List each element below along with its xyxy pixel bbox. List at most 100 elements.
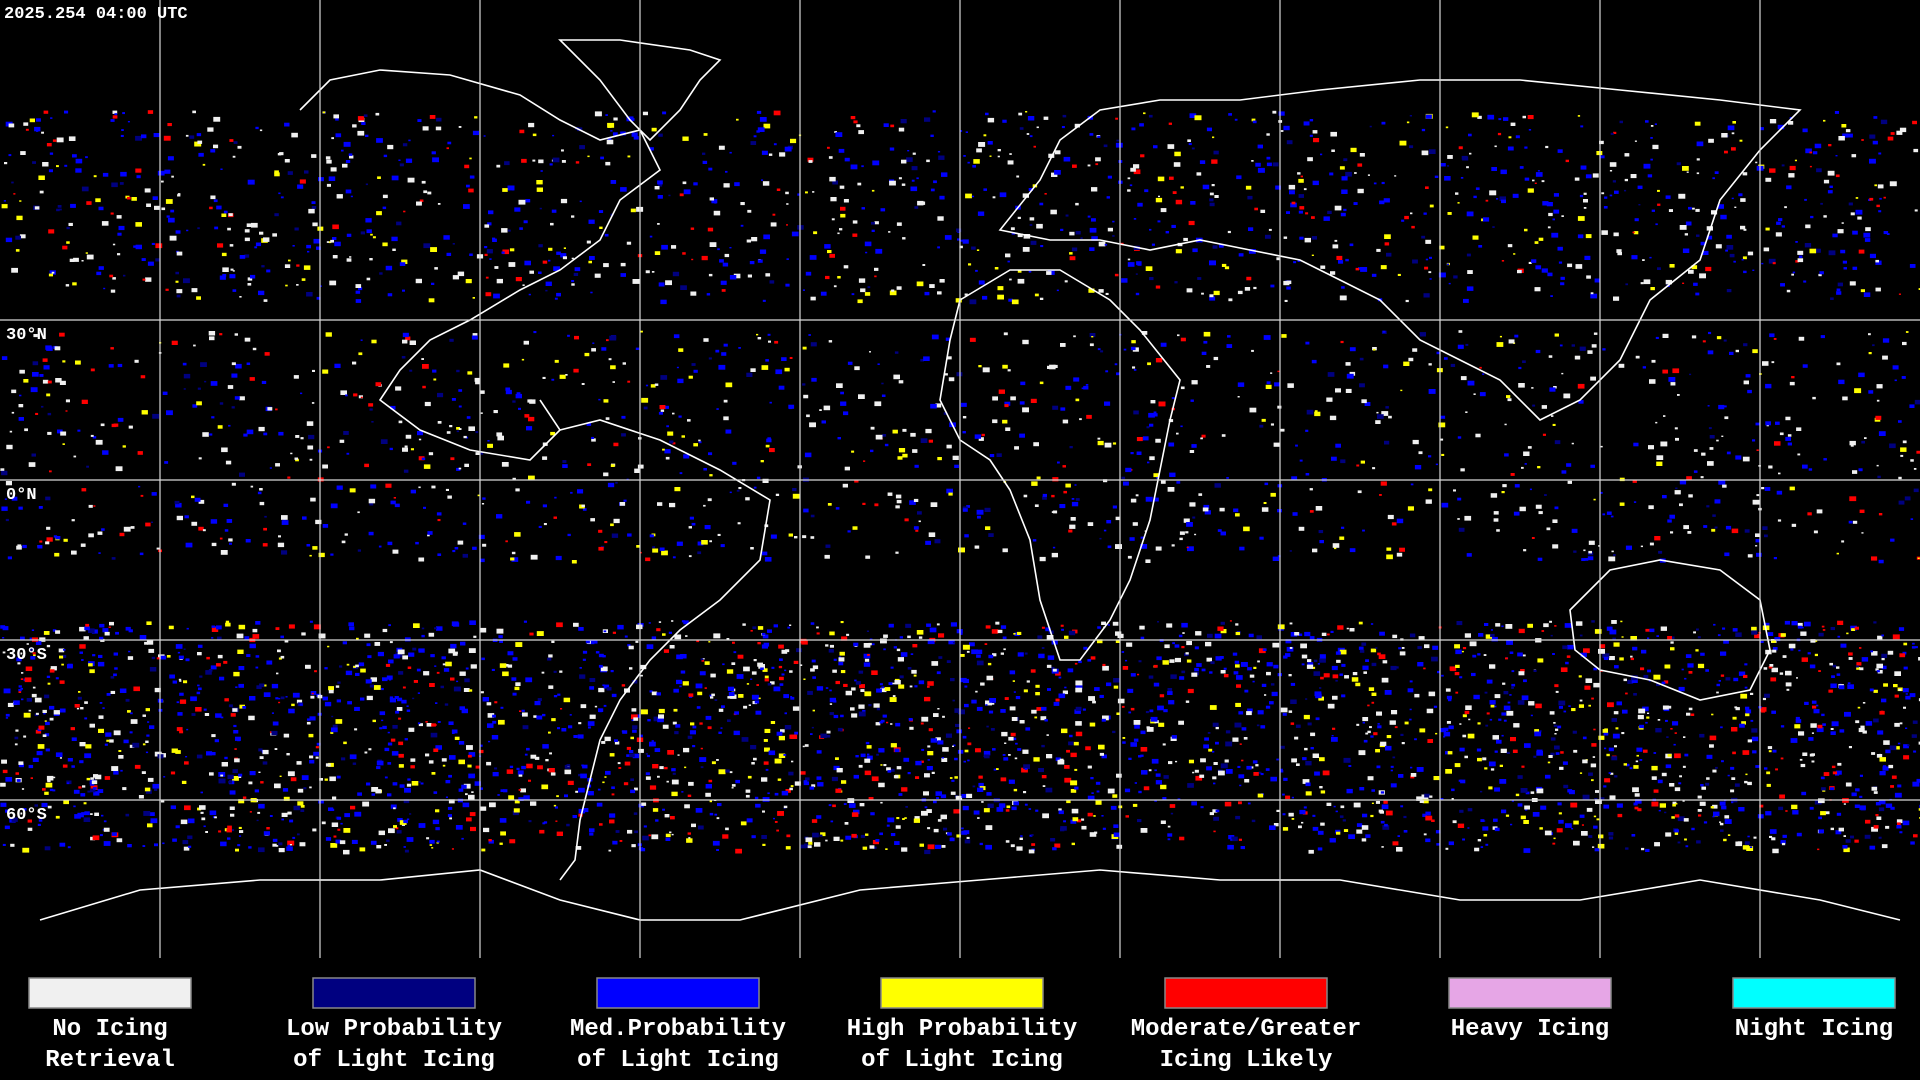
icing-pixel [403,846,406,848]
icing-pixel [950,678,955,682]
icing-pixel [1606,511,1612,515]
icing-pixel [1203,331,1211,337]
icing-pixel [1587,350,1593,354]
icing-pixel [1738,671,1746,676]
icing-pixel [325,332,332,337]
icing-pixel [266,269,271,273]
icing-pixel [1892,365,1899,370]
icing-pixel [563,697,571,703]
icing-pixel [1831,675,1835,678]
icing-pixel [1309,636,1315,640]
icing-pixel [1063,156,1071,162]
icing-pixel [1414,738,1417,741]
icing-pixel [864,241,872,247]
icing-pixel [1180,337,1186,342]
icing-pixel [451,398,456,401]
icing-pixel [746,239,751,243]
icing-pixel [1611,550,1614,553]
icing-pixel [810,514,815,518]
icing-pixel [204,380,207,383]
icing-pixel [1133,164,1140,169]
icing-pixel [45,748,50,752]
icing-pixel [703,338,709,342]
icing-pixel [871,189,875,192]
icing-pixel [635,347,640,350]
icing-pixel [1458,146,1463,150]
icing-pixel [1511,800,1514,802]
icing-pixel [660,375,668,380]
icing-pixel [1288,184,1296,190]
icing-pixel [701,659,705,662]
icing-pixel [222,274,227,277]
icing-pixel [1634,218,1639,222]
icing-pixel [1424,266,1429,270]
icing-pixel [651,127,657,132]
icing-pixel [1196,172,1202,176]
icing-pixel [986,792,992,796]
icing-pixel [1798,649,1801,652]
icing-pixel [887,770,892,773]
icing-pixel [1454,672,1460,676]
icing-pixel [49,669,55,673]
icing-pixel [837,232,840,235]
icing-pixel [1580,165,1587,170]
icing-pixel [1535,172,1543,177]
icing-pixel [1310,732,1316,737]
icing-pixel [262,543,268,547]
icing-pixel [680,654,687,659]
icing-pixel [1801,791,1807,796]
icing-pixel [1280,768,1283,771]
icing-pixel [1656,635,1659,637]
icing-pixel [1707,461,1714,466]
icing-pixel [627,155,631,158]
icing-pixel [599,226,603,229]
icing-pixel [1550,737,1556,741]
icing-pixel [70,727,75,731]
icing-pixel [1479,366,1482,369]
icing-pixel [1224,759,1229,763]
icing-pixel [1023,494,1028,498]
icing-pixel [1827,170,1835,176]
icing-pixel [692,725,697,729]
icing-pixel [110,289,116,293]
icing-pixel [935,791,942,796]
icing-pixel [1859,509,1865,513]
icing-pixel [1875,260,1882,265]
icing-pixel [1210,661,1215,665]
icing-pixel [211,637,214,639]
icing-pixel [60,431,67,436]
icing-pixel [613,442,619,447]
icing-pixel [1192,771,1195,774]
icing-pixel [390,500,396,505]
icing-pixel [1412,348,1418,352]
icing-pixel [242,706,247,709]
icing-pixel [403,469,409,473]
icing-pixel [610,670,614,673]
icing-pixel [1180,425,1183,428]
icing-pixel [496,432,503,437]
icing-pixel [1029,135,1033,138]
icing-pixel [1115,544,1122,549]
icing-pixel [985,700,992,706]
icing-pixel [130,712,133,715]
icing-pixel [219,676,225,681]
icing-pixel [1771,667,1778,673]
icing-pixel [326,241,330,243]
icing-pixel [997,155,1000,158]
icing-pixel [1129,537,1135,541]
icing-pixel [211,416,215,419]
icing-pixel [588,219,595,224]
icing-pixel [1170,812,1174,815]
icing-pixel [1055,757,1061,762]
icing-pixel [1307,157,1313,162]
icing-pixel [911,179,915,182]
icing-pixel [1195,631,1202,636]
icing-pixel [1133,218,1137,220]
icing-pixel [1794,724,1801,729]
icing-pixel [1178,720,1184,725]
icing-pixel [1617,252,1622,256]
icing-pixel [352,361,357,365]
icing-pixel [288,624,295,629]
icing-pixel [427,534,430,537]
icing-pixel [291,132,298,138]
